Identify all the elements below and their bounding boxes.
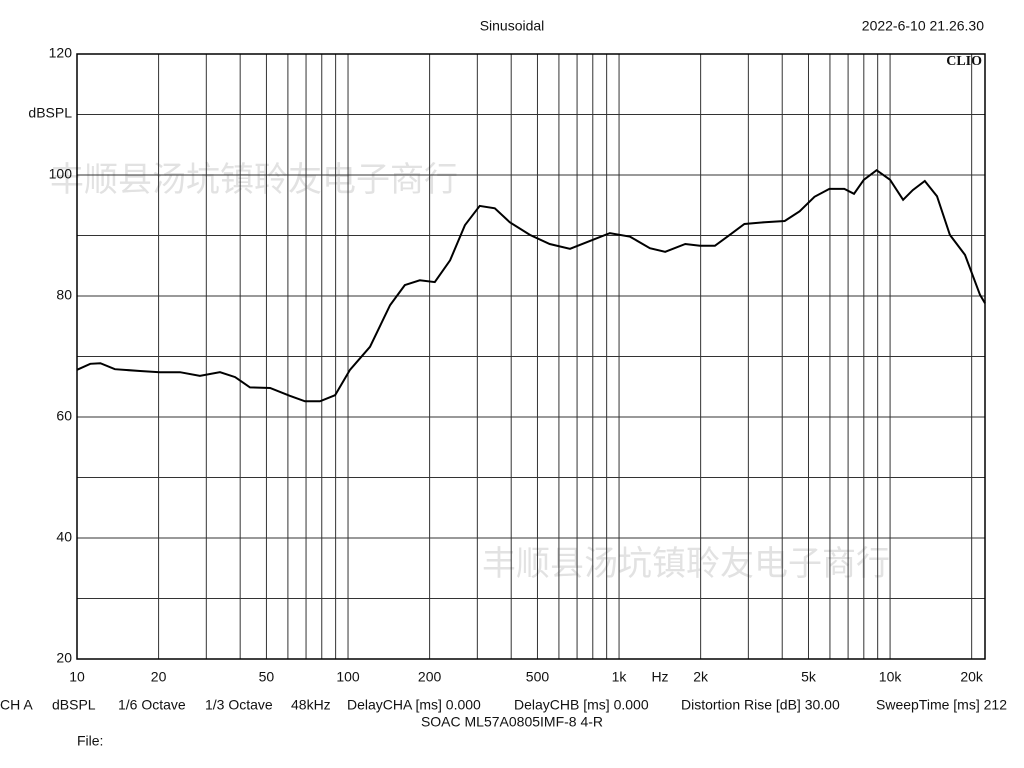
y-tick-label: 80 bbox=[56, 287, 72, 303]
x-tick-label: 1k bbox=[612, 669, 628, 685]
footer-item: SweepTime [ms] 212 bbox=[876, 697, 1007, 713]
x-tick-label: 10 bbox=[69, 669, 85, 685]
response-curve bbox=[76, 168, 986, 403]
y-axis-label: dBSPL bbox=[28, 105, 72, 121]
footer-item: 48kHz bbox=[291, 697, 331, 713]
footer-item: dBSPL bbox=[52, 697, 96, 713]
chart-title: Sinusoidal bbox=[480, 18, 545, 34]
y-tick-label: 60 bbox=[56, 408, 72, 424]
timestamp: 2022-6-10 21.26.30 bbox=[862, 18, 984, 34]
x-tick-label: 100 bbox=[336, 669, 360, 685]
x-tick-label: 500 bbox=[526, 669, 550, 685]
footer-item: DelayCHA [ms] 0.000 bbox=[347, 697, 481, 713]
brand: CLIO bbox=[946, 54, 982, 69]
watermark: 丰顺县汤坑镇聆友电子商行 bbox=[50, 161, 458, 199]
footer-item: CH A bbox=[0, 697, 33, 713]
plot-frame bbox=[76, 53, 986, 660]
y-tick-label: 120 bbox=[49, 45, 73, 61]
x-tick-label: 5k bbox=[801, 669, 817, 685]
x-tick-label: 20k bbox=[960, 669, 984, 685]
footer-item: 1/3 Octave bbox=[205, 697, 273, 713]
x-axis-label: Hz bbox=[651, 669, 668, 685]
y-tick-label: 40 bbox=[56, 529, 72, 545]
footer-item: 1/6 Octave bbox=[118, 697, 186, 713]
y-tick-label: 100 bbox=[49, 166, 73, 182]
watermark: 丰顺县汤坑镇聆友电子商行 bbox=[482, 545, 890, 583]
x-tick-label: 10k bbox=[879, 669, 903, 685]
footer-item: DelayCHB [ms] 0.000 bbox=[514, 697, 649, 713]
footer-item: Distortion Rise [dB] 30.00 bbox=[681, 697, 840, 713]
x-tick-label: 50 bbox=[259, 669, 275, 685]
file-label: File: bbox=[77, 733, 103, 749]
x-tick-label: 20 bbox=[151, 669, 167, 685]
x-tick-label: 2k bbox=[693, 669, 709, 685]
device-name: SOAC ML57A0805IMF-8 4-R bbox=[421, 714, 603, 730]
x-tick-label: 200 bbox=[418, 669, 442, 685]
y-tick-label: 20 bbox=[56, 650, 72, 666]
